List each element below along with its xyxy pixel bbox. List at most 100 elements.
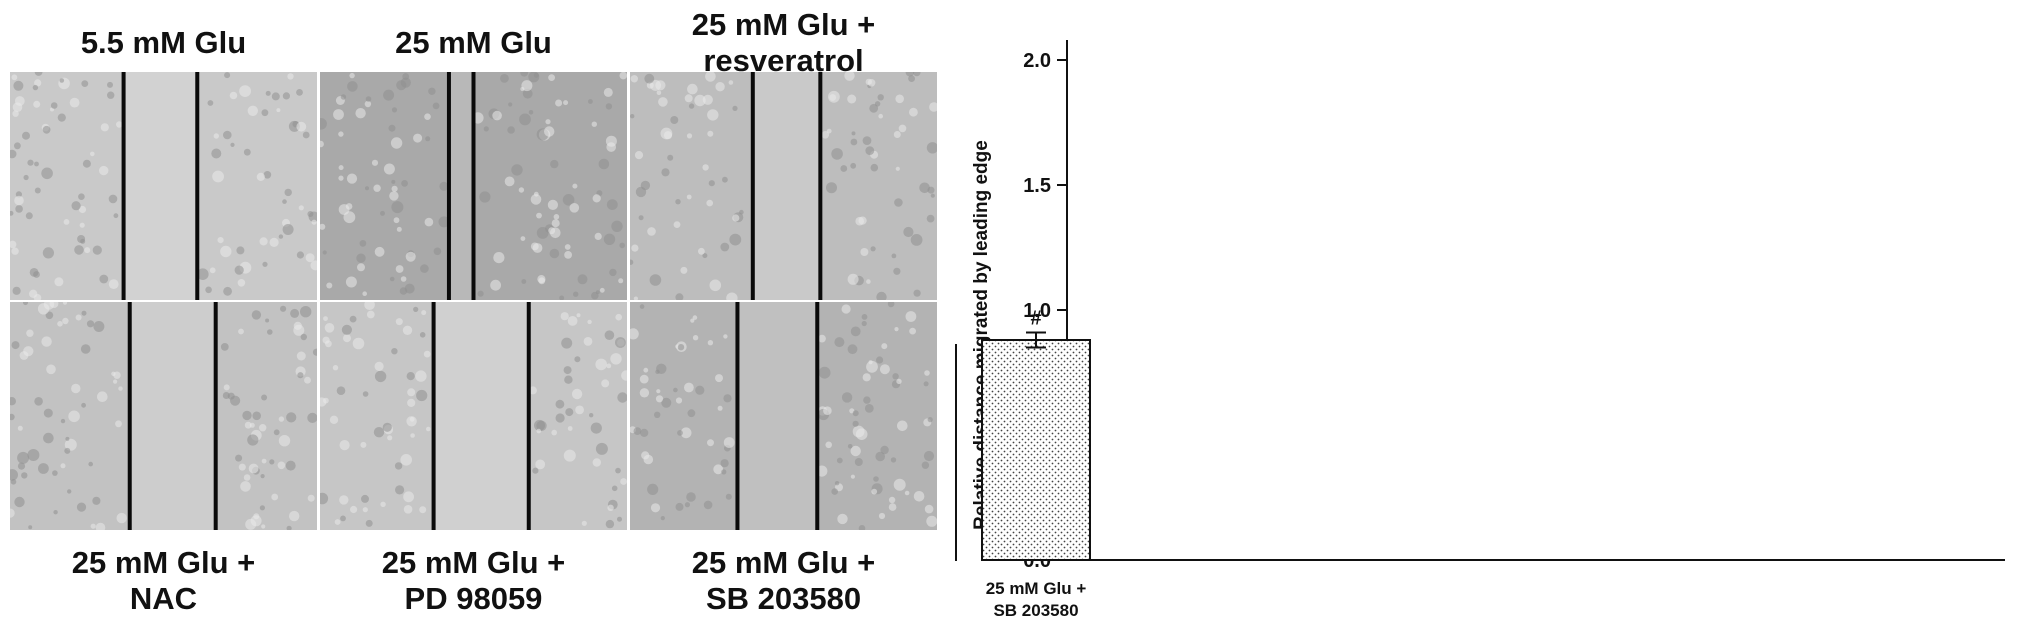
cell-blob — [904, 490, 910, 496]
cell-blob — [680, 266, 688, 274]
cell-blob — [726, 292, 738, 300]
cell-blob — [366, 310, 375, 319]
cell-blob — [562, 194, 575, 206]
cell-blob — [235, 454, 243, 462]
cell-blob — [81, 310, 87, 316]
cell-blob — [924, 370, 930, 376]
cell-blob — [831, 148, 843, 160]
cell-blob — [259, 237, 268, 246]
cell-blob — [296, 351, 306, 361]
cell-blob — [818, 334, 826, 343]
cell-blob — [92, 245, 102, 255]
y-tick-label: 1.5 — [1023, 175, 1051, 197]
cell-blob — [630, 114, 635, 119]
cell-blob — [284, 188, 292, 197]
wound-edge-right — [195, 72, 200, 300]
cell-blob — [402, 325, 413, 335]
y-tick-label: 2.0 — [1023, 50, 1051, 72]
cell-blob — [887, 302, 895, 308]
cell-blob — [14, 195, 24, 206]
wound-edge-right — [526, 302, 531, 530]
cell-blob — [27, 159, 34, 166]
cell-blob — [63, 219, 70, 225]
cell-blob — [828, 90, 840, 103]
wound-edge-left — [431, 302, 436, 530]
cell-blob — [732, 105, 738, 111]
cell-blob — [870, 163, 879, 172]
cell-blob — [64, 438, 77, 451]
cell-blob — [82, 159, 91, 168]
cell-blob — [223, 286, 233, 296]
cell-blob — [46, 364, 56, 375]
micrograph-panel-pd98059 — [320, 302, 627, 530]
cell-blob — [236, 246, 245, 255]
cell-blob — [267, 329, 273, 335]
cell-blob — [559, 295, 565, 300]
cell-blob — [661, 397, 672, 408]
cell-blob — [374, 361, 384, 371]
cell-blob — [873, 476, 879, 482]
cell-blob — [10, 508, 15, 518]
cell-blob — [400, 454, 412, 466]
cell-blob — [537, 275, 546, 284]
cell-blob — [895, 94, 904, 104]
cell-blob — [90, 523, 96, 529]
cell-blob — [99, 165, 109, 176]
panel-label-line1: 25 mM Glu + — [381, 545, 566, 580]
cell-blob — [686, 194, 692, 200]
cell-blob — [229, 91, 238, 100]
cell-blob — [646, 81, 654, 89]
cell-blob — [564, 251, 572, 259]
cell-blob — [926, 142, 937, 154]
cell-blob — [591, 291, 599, 300]
cell-blob — [420, 264, 429, 273]
cell-blob — [32, 84, 39, 91]
cell-blob — [53, 510, 58, 515]
cell-blob — [850, 326, 861, 337]
cell-blob — [507, 126, 515, 134]
cell-blob — [545, 119, 551, 125]
cell-blob — [391, 348, 398, 355]
cell-blob — [42, 125, 51, 134]
cell-blob — [493, 252, 505, 264]
cell-blob — [610, 353, 622, 365]
cell-blob — [38, 463, 49, 474]
cell-blob — [594, 232, 602, 240]
cell-blob — [107, 91, 115, 99]
cell-blob — [670, 116, 679, 124]
cell-blob — [618, 278, 624, 284]
cell-blob — [329, 415, 339, 424]
cell-blob — [536, 212, 542, 219]
cell-blob — [401, 180, 408, 187]
cell-blob — [655, 80, 666, 91]
wound-edge-left — [127, 302, 132, 530]
cell-blob — [913, 289, 921, 297]
cell-blob — [866, 279, 871, 284]
cell-blob — [373, 184, 381, 192]
cell-blob — [647, 227, 656, 236]
cell-blob — [876, 356, 884, 364]
panel-label-line2: SB 203580 — [705, 581, 862, 616]
cell-blob — [640, 180, 651, 191]
cell-blob — [432, 102, 440, 110]
cell-blob — [304, 376, 311, 384]
cell-blob — [217, 237, 224, 244]
cell-blob — [285, 460, 296, 471]
cell-blob — [630, 259, 634, 265]
cell-blob — [248, 463, 259, 474]
cell-blob — [391, 185, 398, 192]
cell-blob — [90, 151, 95, 157]
cell-blob — [356, 253, 366, 263]
cell-blob — [320, 492, 329, 505]
cell-blob — [908, 75, 915, 82]
cell-blob — [592, 458, 601, 467]
cell-blob — [395, 318, 403, 326]
cell-blob — [869, 103, 879, 113]
panel-label-nac: 25 mM Glu + NAC — [10, 545, 317, 617]
cell-blob — [720, 459, 729, 468]
cell-blob — [399, 287, 408, 295]
cell-blob — [19, 351, 29, 360]
cell-blob — [347, 81, 358, 92]
cell-blob — [619, 242, 625, 249]
cell-blob — [640, 428, 649, 437]
